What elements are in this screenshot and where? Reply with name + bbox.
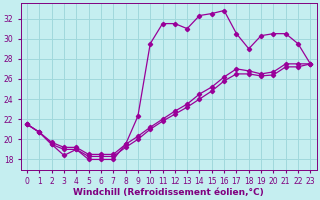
X-axis label: Windchill (Refroidissement éolien,°C): Windchill (Refroidissement éolien,°C) [73,188,264,197]
